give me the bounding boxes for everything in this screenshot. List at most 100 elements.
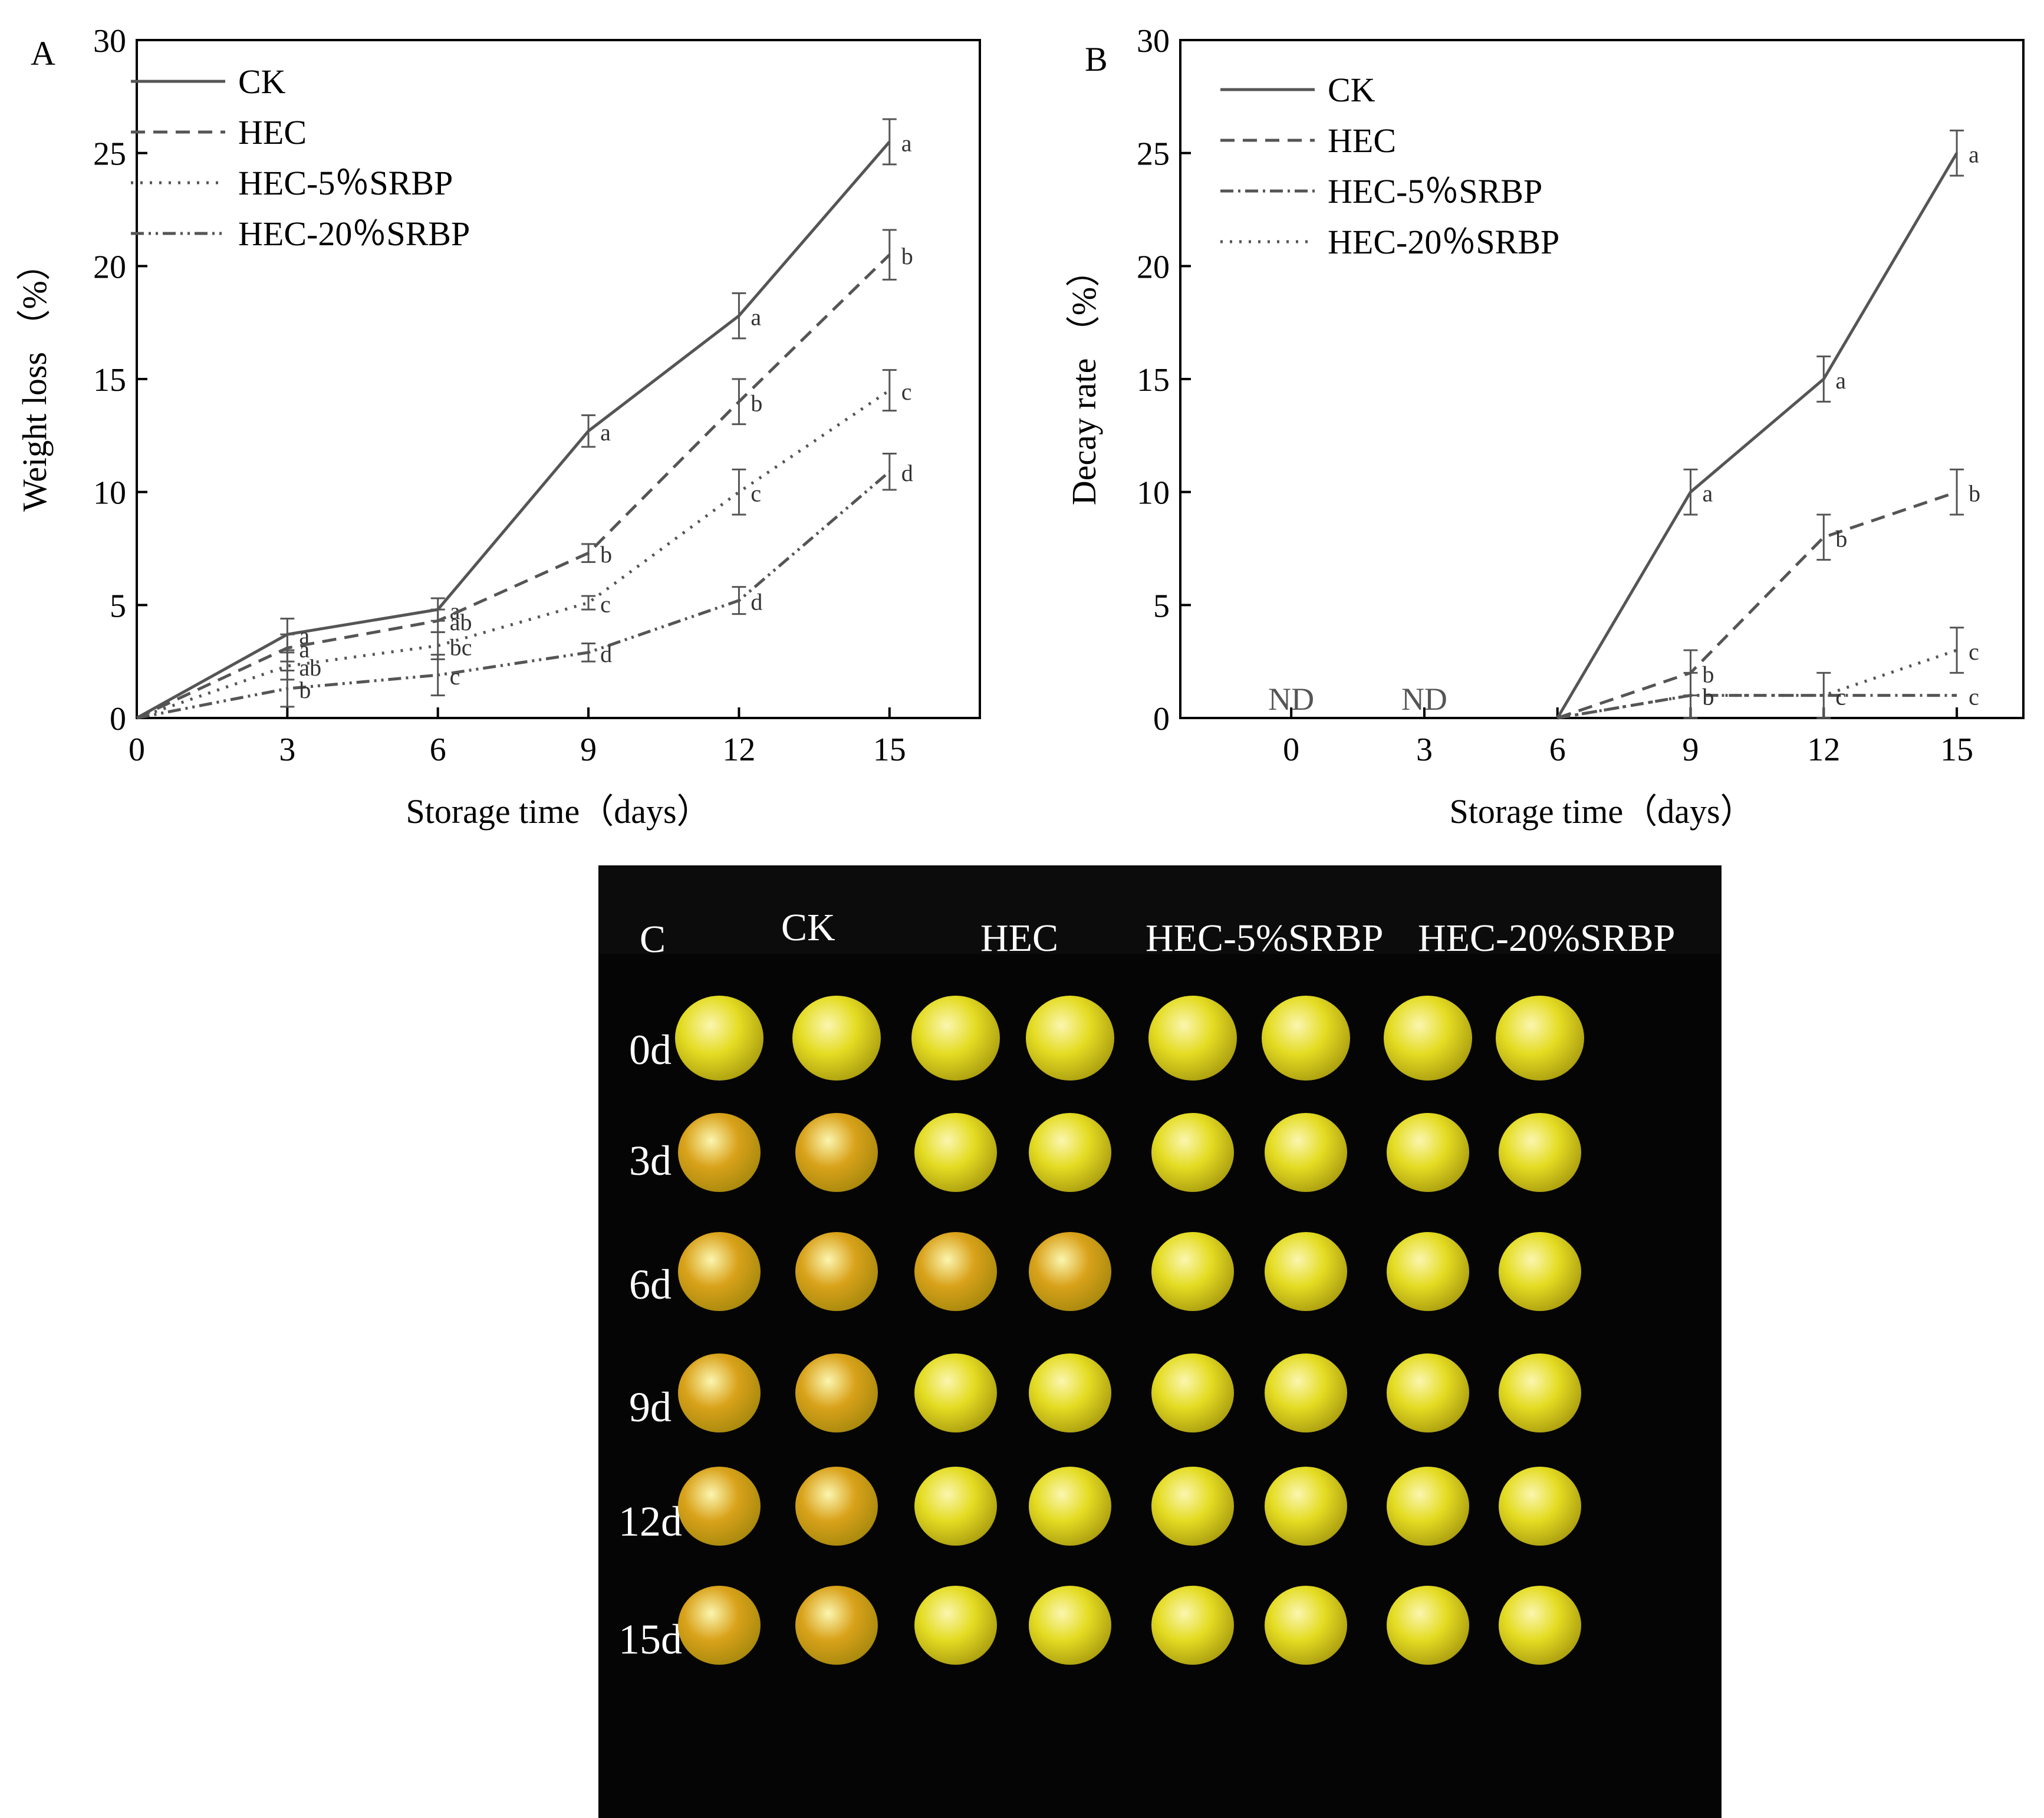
error-bar — [581, 543, 596, 563]
fruit-photo — [1151, 1586, 1234, 1665]
legend-label: HEC-5％SRBP — [1328, 172, 1542, 210]
significance-letter: c — [751, 480, 761, 507]
y-tick-label: 15 — [1137, 362, 1170, 398]
fruit-photo — [1499, 1113, 1581, 1192]
photo-column-label: HEC-20%SRBP — [1418, 917, 1676, 960]
significance-letter: b — [600, 541, 612, 568]
error-bar — [732, 468, 746, 516]
fruit-photo — [792, 996, 881, 1081]
error-bar — [1950, 468, 1964, 516]
error-bar — [882, 369, 897, 412]
fruit-photo — [795, 1232, 878, 1311]
fruit-photo — [1151, 1113, 1234, 1192]
y-tick-label: 25 — [93, 136, 126, 173]
fruit-photo — [1265, 1232, 1347, 1311]
fruit-photo — [1029, 1353, 1111, 1432]
fruit-photo — [1262, 996, 1350, 1081]
y-tick-label: 20 — [1137, 249, 1170, 285]
significance-letter: d — [751, 589, 762, 615]
legend-label: HEC-5％SRBP — [238, 164, 453, 202]
significance-letter: b — [1835, 525, 1847, 552]
fruit-photo — [795, 1467, 878, 1546]
series-line — [136, 140, 891, 720]
fruit-photo — [1387, 1232, 1469, 1311]
significance-letter: b — [1703, 661, 1714, 687]
legend-label: HEC — [1328, 121, 1396, 160]
significance-letter: a — [901, 130, 912, 157]
fruit-photo — [1026, 996, 1114, 1081]
significance-letter: d — [901, 460, 913, 486]
significance-letter: c — [1969, 638, 1979, 665]
fruit-photo — [1265, 1467, 1347, 1546]
significance-letter: c — [1835, 684, 1846, 710]
error-bar — [581, 595, 596, 611]
x-tick-label: 6 — [1549, 732, 1566, 768]
error-bar — [1816, 671, 1831, 719]
error-bar — [1683, 671, 1698, 719]
fruit-photo — [911, 996, 1000, 1081]
fruit-photo — [1265, 1353, 1347, 1432]
significance-letter: bc — [450, 634, 472, 660]
x-tick-label: 12 — [722, 732, 755, 768]
y-tick-label: 20 — [93, 249, 126, 285]
error-bar — [581, 414, 596, 448]
fruit-photo — [1265, 1586, 1347, 1665]
error-bar — [732, 378, 746, 426]
fruit-photo — [1151, 1353, 1234, 1432]
significance-letter: a — [1703, 480, 1713, 507]
significance-letter: b — [299, 677, 311, 703]
plot-frame — [1179, 39, 2025, 719]
significance-letter: ab — [299, 654, 321, 681]
chart-a-weight-loss: A 0 5 10 15 20 25 30 0 3 6 9 12 15 Storage time（days） W… — [15, 23, 981, 831]
x-tick-label: 6 — [430, 732, 446, 768]
error-bar — [732, 586, 746, 615]
fruit-photo — [914, 1232, 997, 1311]
error-bar — [1816, 513, 1831, 561]
fruit-photo — [1384, 996, 1472, 1081]
panel-label: B — [1085, 40, 1108, 78]
y-tick-label: 5 — [1153, 588, 1170, 624]
photo-row-label: 15d — [618, 1616, 682, 1663]
fruit-photo — [1151, 1467, 1234, 1546]
fruit-photo — [1496, 996, 1584, 1081]
fruit-photo — [678, 1467, 761, 1546]
fruit-photo — [678, 1113, 761, 1192]
significance-letter: a — [1835, 367, 1846, 394]
photo-column-label: HEC-5%SRBP — [1146, 917, 1384, 960]
significance-letter: a — [299, 623, 310, 649]
fruit-photo — [1499, 1586, 1581, 1665]
y-axis-label: Weight loss （%） — [15, 246, 54, 512]
fruit-photo — [1029, 1232, 1111, 1311]
significance-letter: b — [901, 243, 913, 269]
error-bar — [280, 670, 295, 708]
series-line — [1557, 694, 1957, 720]
series-line — [136, 253, 891, 720]
x-tick-label: 0 — [129, 732, 145, 768]
fruit-photo — [1387, 1467, 1469, 1546]
error-bar — [1683, 468, 1698, 516]
x-tick-label: 9 — [1683, 732, 1699, 768]
significance-letter: b — [751, 390, 762, 416]
series-line — [136, 470, 891, 720]
error-bar — [732, 292, 746, 340]
y-tick-label: 0 — [110, 701, 126, 737]
x-tick-label: 15 — [1940, 732, 1973, 768]
significance-letter: c — [1969, 684, 1979, 710]
significance-letter: b — [1969, 480, 1980, 507]
error-bar — [581, 643, 596, 663]
y-tick-label: 15 — [93, 362, 126, 398]
photo-panel-label: C — [640, 918, 666, 961]
error-bar — [1816, 355, 1831, 403]
x-tick-label: 9 — [580, 732, 597, 768]
fruit-photo — [678, 1232, 761, 1311]
photo-column-label: HEC — [980, 917, 1058, 960]
fruit-photo — [1029, 1113, 1111, 1192]
significance-letter: a — [751, 304, 761, 331]
fruit-photo — [1499, 1467, 1581, 1546]
fruit-photo — [678, 1586, 761, 1665]
fruit-photo — [1387, 1113, 1469, 1192]
fruit-photo — [678, 1353, 761, 1432]
photo-panel: C CK HEC HEC-5%SRBP HEC-20%SRBP 0d 3d 6d… — [598, 865, 1722, 1818]
legend-label: HEC — [238, 113, 307, 152]
fruit-photo — [1029, 1467, 1111, 1546]
